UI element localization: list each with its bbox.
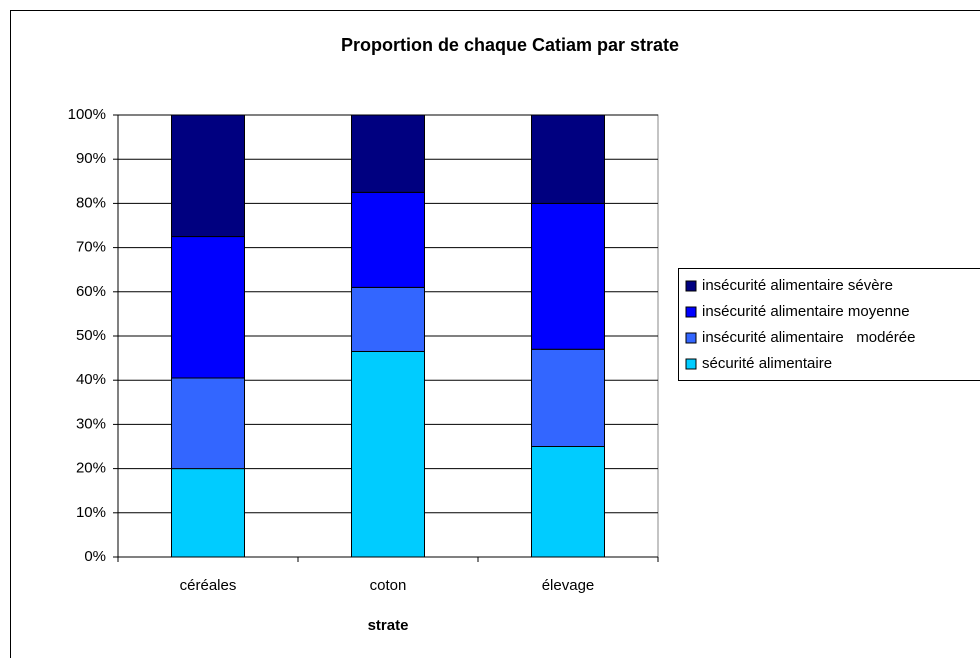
y-tick-label: 100%	[68, 106, 106, 123]
x-tick-label: élevage	[542, 577, 595, 594]
y-tick-label: 90%	[76, 150, 106, 167]
bar-segment	[531, 348, 605, 448]
legend-swatch	[685, 280, 697, 292]
bar-segment	[351, 350, 425, 558]
bar-segment	[351, 191, 425, 288]
y-tick-label: 30%	[76, 415, 106, 432]
legend-swatch	[685, 358, 697, 370]
bar-segment	[531, 202, 605, 350]
bar-segment	[171, 236, 245, 379]
legend-swatch	[685, 306, 697, 318]
bar-segment	[171, 114, 245, 238]
y-tick-label: 60%	[76, 283, 106, 300]
legend-box	[678, 268, 980, 381]
y-tick-label: 20%	[76, 460, 106, 477]
bar-segment	[351, 114, 425, 193]
y-tick-label: 70%	[76, 239, 106, 256]
y-tick-label: 50%	[76, 327, 106, 344]
bar-segment	[171, 468, 245, 558]
x-axis-title: strate	[368, 617, 409, 634]
y-tick-label: 10%	[76, 504, 106, 521]
legend-label: sécurité alimentaire	[702, 355, 832, 372]
y-tick-label: 0%	[84, 548, 106, 565]
legend-label: insécurité alimentaire moyenne	[702, 303, 910, 320]
bar-segment	[531, 446, 605, 558]
x-tick-label: coton	[370, 577, 407, 594]
bar-segment	[351, 286, 425, 352]
chart-title: Proportion de chaque Catiam par strate	[341, 35, 679, 55]
bar-segment	[171, 377, 245, 470]
y-tick-label: 80%	[76, 194, 106, 211]
legend-label: insécurité alimentaire modérée	[702, 329, 915, 346]
legend-label: insécurité alimentaire sévère	[702, 277, 893, 294]
y-tick-label: 40%	[76, 371, 106, 388]
x-tick-label: céréales	[180, 577, 237, 594]
legend-swatch	[685, 332, 697, 344]
bar-segment	[531, 114, 605, 204]
